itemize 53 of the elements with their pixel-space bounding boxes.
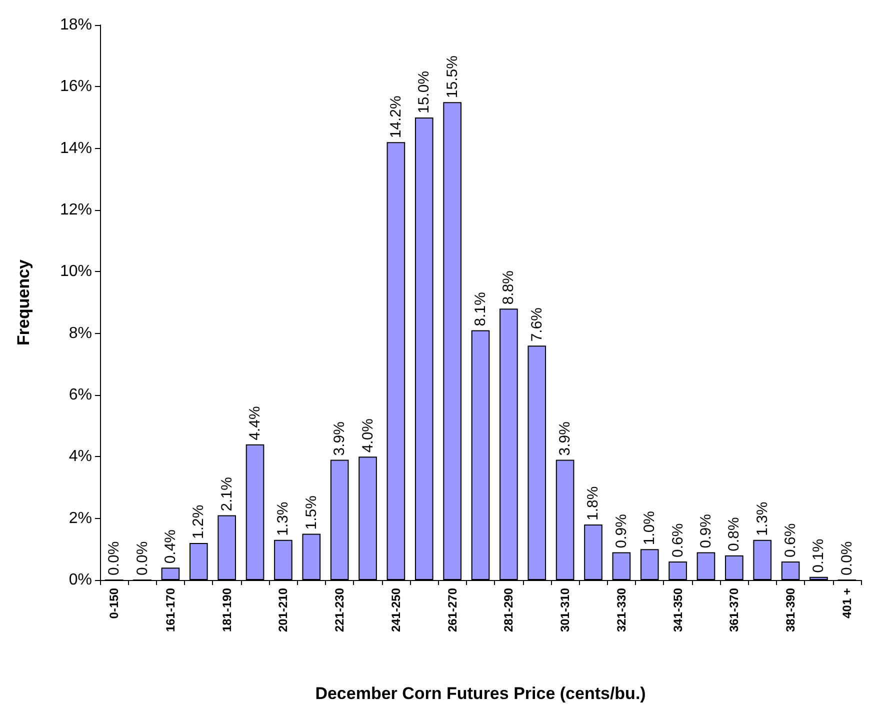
x-axis-title: December Corn Futures Price (cents/bu.)	[315, 684, 646, 703]
data-label: 0.4%	[162, 529, 179, 564]
data-label: 3.9%	[556, 422, 574, 456]
x-tick-label: 341-350	[670, 588, 685, 632]
y-tick-label: 8%	[68, 324, 92, 342]
x-tick-label: 361-370	[727, 588, 742, 632]
x-tick-label: 181-190	[220, 588, 234, 632]
data-label: 8.8%	[500, 270, 518, 305]
data-label: 0.8%	[726, 517, 743, 552]
data-label: 14.2%	[387, 96, 404, 138]
y-tick-label: 2%	[68, 510, 92, 527]
data-label: 8.1%	[472, 292, 489, 326]
x-tick-label: 241-250	[388, 588, 403, 632]
x-tick-label: 261-270	[445, 588, 460, 632]
data-label: 7.6%	[528, 307, 546, 342]
data-label: 3.9%	[331, 422, 348, 456]
data-label: 1.5%	[302, 496, 320, 530]
data-label: 0.9%	[697, 514, 714, 548]
x-tick-label: 221-230	[332, 588, 347, 632]
data-label: 0.6%	[669, 523, 686, 558]
data-label: 1.8%	[584, 486, 602, 520]
data-label: 1.2%	[190, 504, 208, 539]
data-label: 0.9%	[612, 514, 630, 548]
data-label: 0.0%	[106, 541, 123, 576]
y-tick-label: 16%	[60, 78, 92, 96]
data-label: 0.0%	[134, 541, 151, 576]
x-tick-label: 161-170	[163, 588, 178, 632]
y-tick-label: 18%	[60, 16, 92, 34]
data-label: 0.0%	[838, 541, 856, 576]
x-tick-label: 381-390	[784, 588, 798, 632]
data-label: 0.1%	[810, 538, 828, 573]
y-axis-title: Frequency	[14, 258, 33, 346]
y-tick-label: 10%	[60, 263, 92, 280]
data-label: 1.0%	[641, 510, 658, 546]
y-tick-label: 12%	[60, 202, 92, 218]
data-label: 0.6%	[782, 523, 800, 558]
y-tick-label: 4%	[68, 448, 92, 466]
data-label: 15.0%	[416, 70, 433, 114]
data-label: 1.3%	[754, 502, 771, 536]
x-tick-label: 281-290	[502, 588, 516, 632]
x-tick-label: 401 +	[840, 588, 854, 618]
data-label: 4.0%	[359, 418, 376, 453]
y-tick-label: 14%	[60, 140, 92, 157]
data-label: 15.5%	[444, 56, 461, 98]
data-label: 2.1%	[218, 477, 236, 512]
data-label: 4.4%	[246, 406, 264, 440]
x-tick-label: 321-330	[614, 588, 628, 632]
x-tick-label: 0-150	[107, 588, 122, 619]
x-tick-label: 201-210	[276, 588, 290, 632]
y-tick-label: 6%	[68, 386, 92, 404]
x-tick-label: 301-310	[558, 588, 572, 632]
y-tick-label: 0%	[68, 572, 92, 588]
data-label: 1.3%	[274, 502, 292, 536]
